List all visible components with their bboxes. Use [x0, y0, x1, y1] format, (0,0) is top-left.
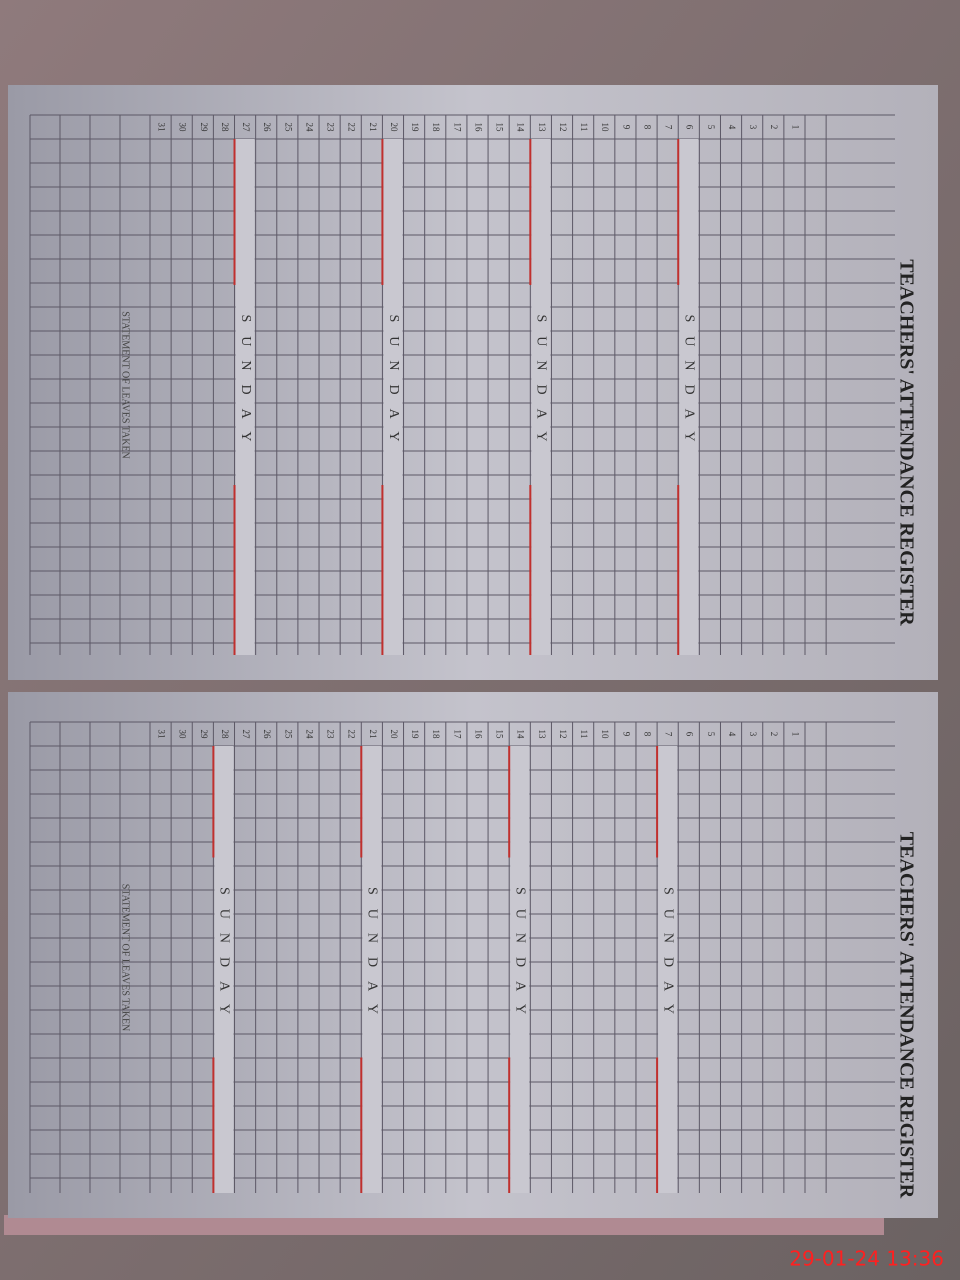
register-title: TEACHERS' ATTENDANCE REGISTER [895, 832, 917, 1199]
day-number: 21 [368, 730, 378, 739]
day-number: 6 [685, 125, 695, 130]
sunday-cell [235, 139, 255, 655]
day-number: 22 [347, 730, 357, 739]
sunday-label: SUNDAY [660, 887, 675, 1028]
sunday-label: SUNDAY [513, 887, 528, 1028]
day-number: 24 [304, 123, 314, 133]
day-number: 30 [178, 730, 188, 740]
sunday-label: SUNDAY [365, 887, 380, 1028]
day-number: 27 [241, 730, 251, 740]
day-number: 12 [558, 123, 568, 132]
sunday-cell [214, 746, 234, 1193]
timestamp: 29-01-24 13:36 [789, 1247, 944, 1271]
day-number: 29 [199, 730, 209, 740]
day-number: 8 [642, 732, 652, 737]
day-number: 24 [304, 730, 314, 740]
day-number: 7 [664, 732, 674, 737]
day-number: 15 [495, 123, 505, 133]
day-number: 21 [368, 123, 378, 132]
sunday-cell [679, 139, 699, 655]
day-number: 9 [621, 732, 631, 737]
day-number: 28 [220, 123, 230, 133]
day-number: 4 [727, 125, 737, 130]
day-number: 1 [790, 732, 800, 737]
day-number: 2 [769, 732, 779, 737]
day-number: 23 [326, 730, 336, 740]
day-number: 13 [537, 730, 547, 740]
day-number: 26 [262, 123, 272, 133]
day-number: 7 [664, 125, 674, 130]
day-number: 26 [262, 730, 272, 740]
sunday-cell [531, 139, 551, 655]
sunday-label: SUNDAY [386, 314, 401, 455]
day-number: 20 [389, 123, 399, 133]
day-number: 17 [452, 730, 462, 740]
day-number: 1 [790, 125, 800, 130]
day-number: 6 [685, 732, 695, 737]
day-number: 23 [326, 123, 336, 133]
day-number: 22 [347, 123, 357, 132]
day-number: 25 [283, 123, 293, 133]
leave-statement: STATEMENT OF LEAVES TAKEN [120, 311, 131, 459]
day-number: 15 [495, 730, 505, 740]
day-number: 9 [621, 125, 631, 130]
day-number: 20 [389, 730, 399, 740]
day-number: 10 [600, 123, 610, 133]
day-number: 29 [199, 123, 209, 133]
day-number: 12 [558, 730, 568, 739]
day-number: 10 [600, 730, 610, 740]
day-number: 5 [706, 732, 716, 737]
register-page [8, 85, 938, 680]
day-number: 5 [706, 125, 716, 130]
day-number: 11 [579, 123, 589, 132]
sunday-label: SUNDAY [217, 887, 232, 1028]
day-number: 2 [769, 125, 779, 130]
register-title: TEACHERS' ATTENDANCE REGISTER [895, 259, 917, 626]
day-number: 16 [473, 730, 483, 740]
sunday-label: SUNDAY [238, 314, 253, 455]
sunday-label: SUNDAY [534, 314, 549, 455]
sunday-cell [362, 746, 382, 1193]
day-number: 19 [410, 123, 420, 133]
day-number: 31 [157, 730, 167, 739]
day-number: 3 [748, 125, 758, 130]
register-page [8, 692, 938, 1218]
day-number: 16 [473, 123, 483, 133]
day-number: 18 [431, 123, 441, 133]
book-cover-edge [4, 1215, 884, 1235]
day-number: 14 [516, 730, 526, 740]
day-number: 19 [410, 730, 420, 740]
sunday-cell [383, 139, 403, 655]
day-number: 11 [579, 730, 589, 739]
day-number: 8 [642, 125, 652, 130]
day-number: 4 [727, 732, 737, 737]
day-number: 30 [178, 123, 188, 133]
day-number: 13 [537, 123, 547, 133]
day-number: 14 [516, 123, 526, 133]
day-number: 27 [241, 123, 251, 133]
day-number: 25 [283, 730, 293, 740]
day-number: 3 [748, 732, 758, 737]
sunday-cell [510, 746, 530, 1193]
day-number: 18 [431, 730, 441, 740]
sunday-label: SUNDAY [682, 314, 697, 455]
sunday-cell [658, 746, 678, 1193]
day-number: 17 [452, 123, 462, 133]
day-number: 31 [157, 123, 167, 132]
day-number: 28 [220, 730, 230, 740]
leave-statement: STATEMENT OF LEAVES TAKEN [120, 884, 131, 1032]
